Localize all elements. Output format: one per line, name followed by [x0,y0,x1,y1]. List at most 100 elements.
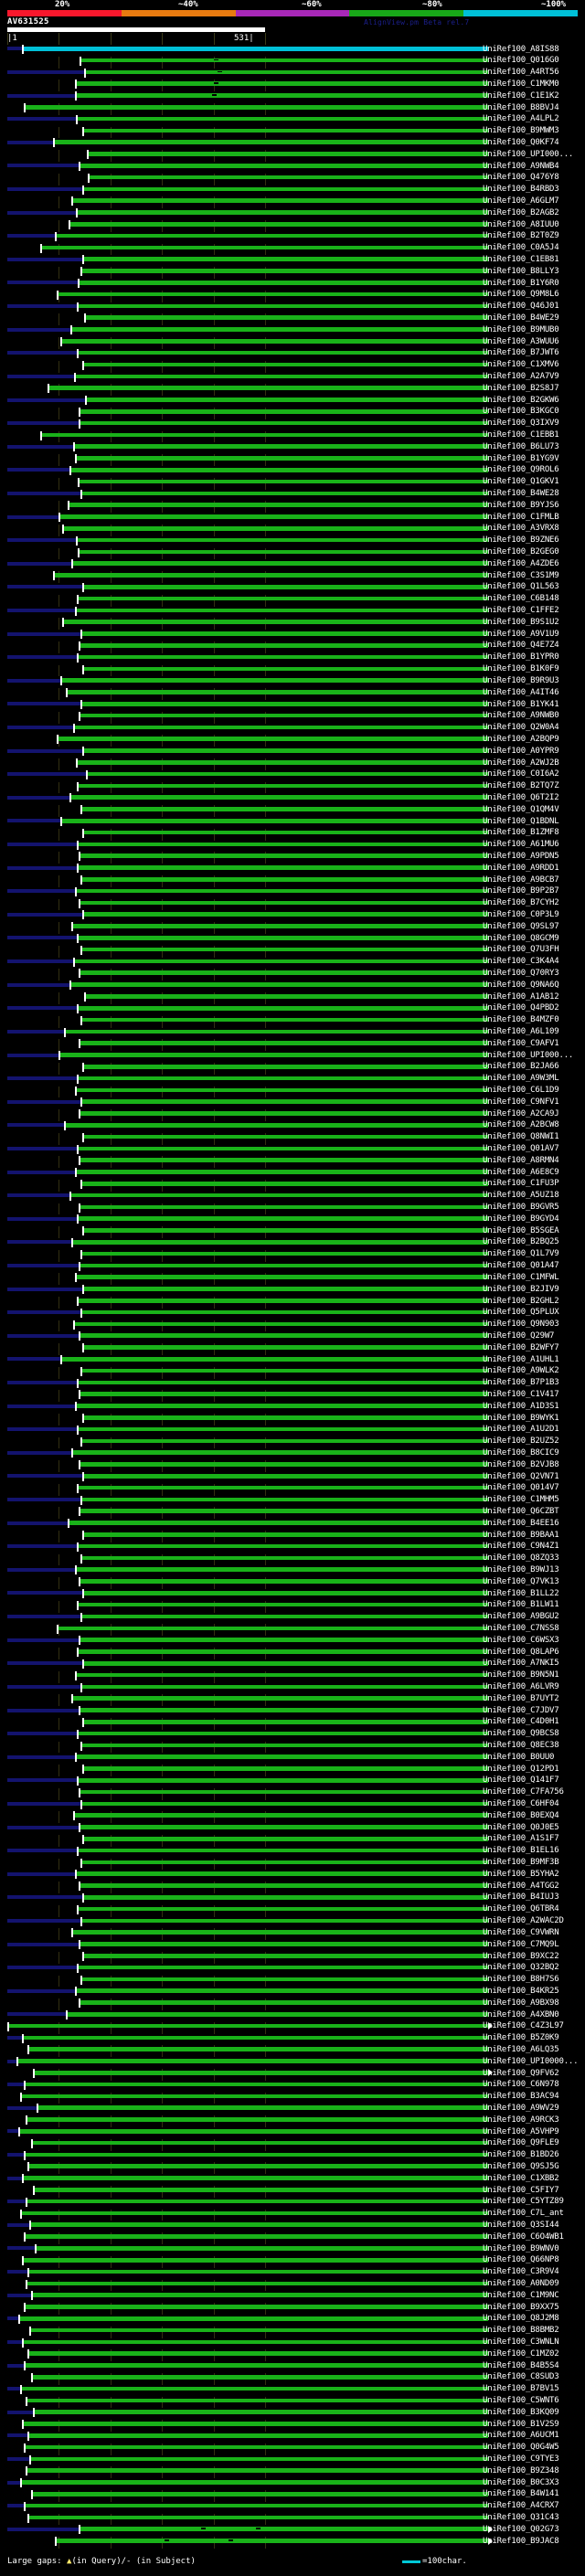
hit-row[interactable]: UniRef100_B9XX75 [0,2303,585,2315]
hit-row[interactable]: UniRef100_Q8EC38 [0,1741,585,1754]
hit-bar[interactable] [79,1216,488,1221]
hit-bar[interactable] [80,642,488,648]
hit-bar[interactable] [80,1509,488,1514]
hit-bar[interactable] [79,1426,488,1432]
hit-bar[interactable] [26,2152,488,2157]
hit-bar[interactable] [24,2257,488,2263]
hit-accession-label[interactable]: UniRef100_A61MU6 [483,840,559,850]
hit-row[interactable]: UniRef100_Q1L7V9 [0,1249,585,1262]
hit-accession-label[interactable]: UniRef100_B9GYD4 [483,1214,559,1224]
hit-accession-label[interactable]: UniRef100_C1MKM0 [483,79,559,89]
hit-accession-label[interactable]: UniRef100_B4IUJ3 [483,1892,559,1903]
hit-accession-label[interactable]: UniRef100_B2UZ52 [483,1436,559,1447]
hit-accession-label[interactable]: UniRef100_B1ZMF8 [483,828,559,838]
hit-row[interactable]: UniRef100_B9N5N1 [0,1670,585,1683]
hit-accession-label[interactable]: UniRef100_C1E1K2 [483,90,559,101]
hit-accession-label[interactable]: UniRef100_B4B5S4 [483,2360,559,2370]
hit-accession-label[interactable]: UniRef100_B9YJS6 [483,500,559,510]
hit-accession-label[interactable]: UniRef100_A7NKI5 [483,1659,559,1669]
hit-accession-label[interactable]: UniRef100_B2WFY7 [483,1342,559,1352]
hit-accession-label[interactable]: UniRef100_C7L_ant [483,2209,564,2219]
hit-bar[interactable] [82,1801,488,1807]
hit-accession-label[interactable]: UniRef100_A9BX98 [483,1998,559,2008]
hit-row[interactable]: UniRef100_B9YJS6 [0,501,585,513]
hit-row[interactable]: UniRef100_B8BVJ4 [0,103,585,115]
hit-bar[interactable] [80,1041,488,1045]
hit-row[interactable]: UniRef100_B4IUJ3 [0,1892,585,1905]
hit-accession-label[interactable]: UniRef100_A9WLK2 [483,1366,559,1376]
hit-accession-label[interactable]: UniRef100_Q66NP8 [483,2255,559,2265]
hit-row[interactable]: UniRef100_Q66NP8 [0,2255,585,2268]
hit-bar[interactable] [84,186,488,192]
hit-row[interactable]: UniRef100_B9WNV0 [0,2244,585,2256]
hit-row[interactable]: UniRef100_Q9SL97 [0,922,585,934]
hit-accession-label[interactable]: UniRef100_B7JWT6 [483,348,559,358]
hit-accession-label[interactable]: UniRef100_A4ZDE6 [483,558,559,568]
hit-bar[interactable] [84,1532,488,1537]
hit-row[interactable]: UniRef100_C1MKM0 [0,80,585,91]
hit-bar[interactable] [86,994,488,999]
hit-row[interactable]: UniRef100_A0YPR9 [0,747,585,759]
hit-accession-label[interactable]: UniRef100_B4WE29 [483,313,559,323]
hit-row[interactable]: UniRef100_A9RCK3 [0,2115,585,2127]
hit-accession-label[interactable]: UniRef100_A5VHP9 [483,2126,559,2136]
hit-bar[interactable] [84,1894,488,1900]
hit-accession-label[interactable]: UniRef100_B9BAA1 [483,1530,559,1540]
hit-bar[interactable] [77,1672,488,1678]
hit-accession-label[interactable]: UniRef100_Q6T2I2 [483,792,559,802]
hit-accession-label[interactable]: UniRef100_C0A5J4 [483,243,559,253]
hit-accession-label[interactable]: UniRef100_Q014V7 [483,1483,559,1493]
hit-accession-label[interactable]: UniRef100_C5WNT6 [483,2396,559,2406]
hit-row[interactable]: UniRef100_B2TQ7Z [0,781,585,794]
hit-bar[interactable] [20,2129,488,2134]
hit-bar[interactable] [77,456,488,461]
hit-accession-label[interactable]: UniRef100_B3AC94 [483,2092,559,2102]
hit-bar[interactable] [26,2444,488,2450]
hit-accession-label[interactable]: UniRef100_UPI000... [483,1050,574,1060]
hit-bar[interactable] [79,303,488,309]
hit-accession-label[interactable]: UniRef100_Q9ROL6 [483,465,559,475]
hit-bar[interactable] [82,877,488,882]
hit-accession-label[interactable]: UniRef100_B8LLY3 [483,266,559,276]
hit-accession-label[interactable]: UniRef100_A2A7V9 [483,372,559,381]
hit-accession-label[interactable]: UniRef100_B9S1U2 [483,617,559,627]
hit-bar[interactable] [80,1579,488,1584]
hit-bar[interactable] [62,339,488,344]
hit-accession-label[interactable]: UniRef100_A1D3S1 [483,1401,559,1411]
hit-row[interactable]: UniRef100_Q6CZBT [0,1507,585,1519]
hit-accession-label[interactable]: UniRef100_B1EL16 [483,1846,559,1856]
hit-row[interactable]: UniRef100_B1EL16 [0,1846,585,1859]
hit-accession-label[interactable]: UniRef100_Q6CZBT [483,1506,559,1516]
hit-row[interactable]: UniRef100_A7NKI5 [0,1659,585,1671]
hit-bar[interactable] [49,386,488,390]
hit-accession-label[interactable]: UniRef100_Q016G0 [483,56,559,66]
hit-accession-label[interactable]: UniRef100_B2S8J7 [483,383,559,393]
hit-bar[interactable] [80,900,488,906]
hit-row[interactable]: UniRef100_A3WUU6 [0,337,585,349]
hit-accession-label[interactable]: UniRef100_A1S1F7 [483,1834,559,1844]
hit-accession-label[interactable]: UniRef100_B1LW11 [483,1600,559,1610]
hit-bar[interactable] [82,947,488,952]
hit-accession-label[interactable]: UniRef100_A9PDN5 [483,851,559,861]
hit-row[interactable]: UniRef100_B9JAC8 [0,2537,585,2549]
hit-bar[interactable] [87,398,488,402]
hit-row[interactable]: UniRef100_C9N4Z1 [0,1542,585,1554]
hit-bar[interactable] [70,222,488,227]
hit-accession-label[interactable]: UniRef100_Q01A47 [483,1261,559,1271]
hit-bar[interactable] [80,408,488,414]
hit-row[interactable]: UniRef100_C6B148 [0,594,585,607]
hit-row[interactable]: UniRef100_B2WFY7 [0,1343,585,1355]
hit-accession-label[interactable]: UniRef100_B8BMB2 [483,2326,559,2336]
hit-bar[interactable] [82,1918,488,1924]
hit-bar[interactable] [80,1158,488,1162]
hit-row[interactable]: UniRef100_Q9FV62 [0,2069,585,2081]
hit-bar[interactable] [82,491,488,496]
hit-row[interactable]: UniRef100_A2WJ2B [0,758,585,770]
hit-bar[interactable] [24,2422,488,2426]
hit-bar[interactable] [84,1766,488,1771]
hit-row[interactable]: UniRef100_A8IS88 [0,45,585,57]
hit-bar[interactable] [80,1462,488,1467]
hit-row[interactable]: UniRef100_A1D3S1 [0,1401,585,1415]
hit-bar[interactable] [79,1146,488,1151]
hit-row[interactable]: UniRef100_C9NFV1 [0,1097,585,1110]
